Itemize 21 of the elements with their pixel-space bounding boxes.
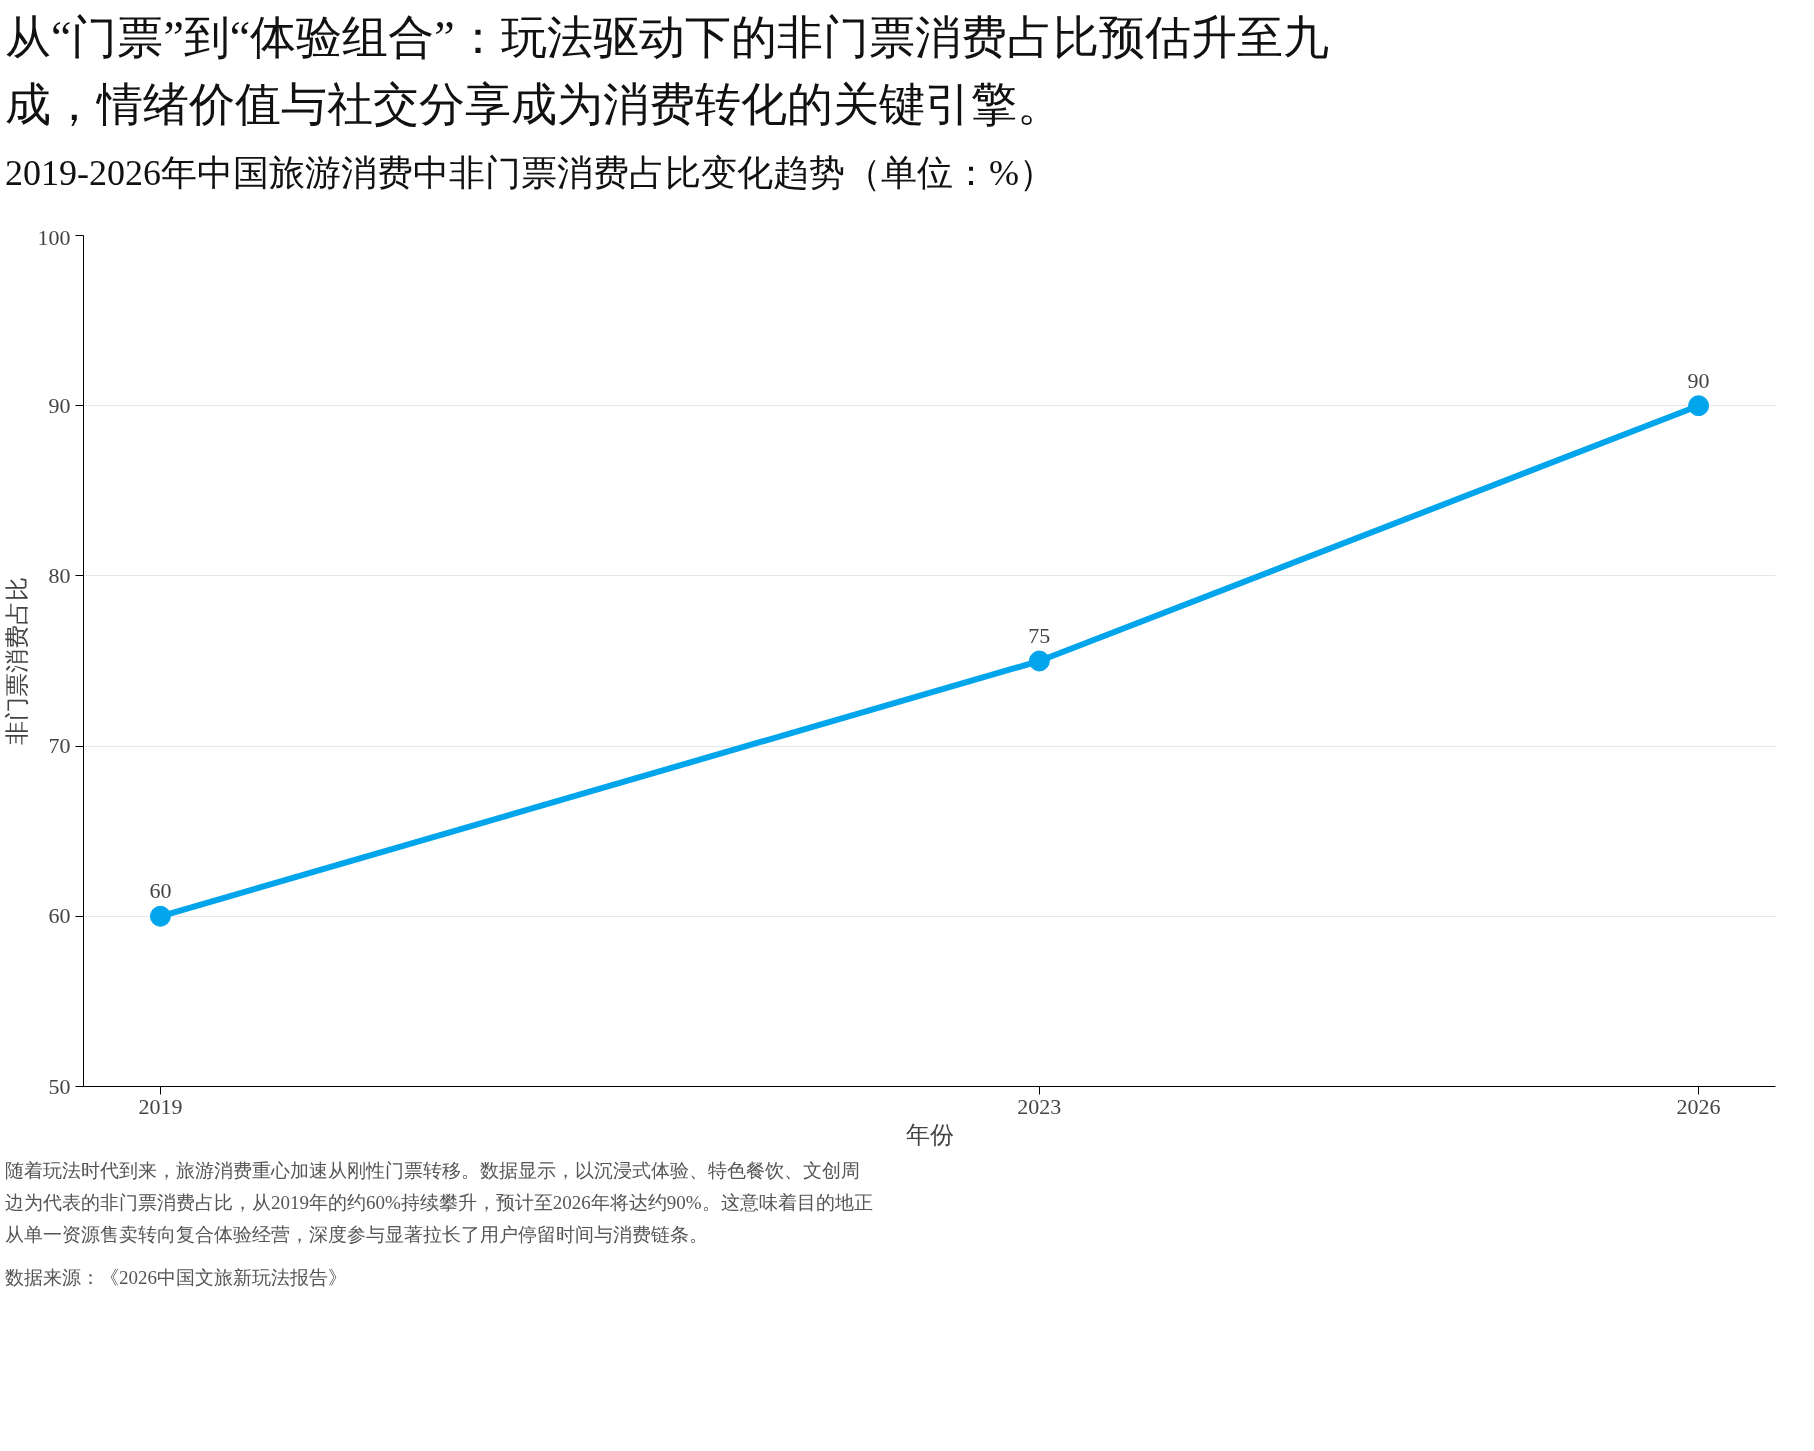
source-note: 数据来源：《2026中国文旅新玩法报告》 bbox=[5, 1265, 347, 1290]
chart-title: 从“门票”到“体验组合”：玩法驱动下的非门票消费占比预估升至九成，情绪价值与社交分享成为消费转化的关键引擎。 bbox=[5, 11, 1330, 132]
text: 随着玩法时代到来，旅游消费重心加速从刚性门票转移。数据显示，以沉浸式体验、特色餐饮、文创周边为代表的非门票消费占比，从2019年的约60%持续攀升，预计至2026年将达约90%。这意味着目的地正从单一资源售卖转向复合体验经营，深度参与显著拉长了用户停留时间与消费链条。 bbox=[5, 1158, 874, 1248]
data-label: 75 bbox=[1028, 622, 1051, 648]
chart-subtitle: 2019-2026年中国旅游消费中非门票消费占比变化趋势（单位：%） bbox=[5, 152, 1055, 196]
point bbox=[149, 905, 171, 927]
y-tick-label: 60 bbox=[48, 903, 71, 929]
y-tick-label: 50 bbox=[48, 1073, 71, 1099]
y-tick-label: 100 bbox=[37, 224, 71, 250]
x-tick-label: 2023 bbox=[1017, 1093, 1062, 1119]
y-tick-label: 80 bbox=[48, 562, 71, 588]
point bbox=[1688, 395, 1710, 416]
x-axis-title: 年份 bbox=[905, 1121, 954, 1148]
data-label: 90 bbox=[1687, 367, 1710, 393]
data-label: 60 bbox=[149, 878, 172, 904]
y-tick-label: 90 bbox=[48, 392, 71, 418]
x-tick-label: 2026 bbox=[1676, 1093, 1721, 1119]
point bbox=[1028, 650, 1050, 672]
x-tick-label: 2019 bbox=[138, 1093, 183, 1119]
y-tick-label: 70 bbox=[48, 732, 71, 758]
y-axis-title: 非门票消费占比 bbox=[3, 576, 30, 745]
